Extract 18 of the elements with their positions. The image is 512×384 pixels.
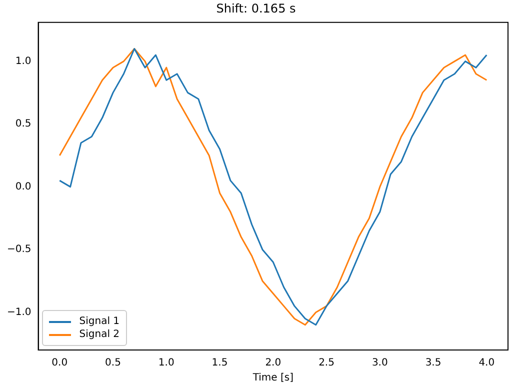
x-tick-label: 0.0 [52,358,68,369]
chart-title: Shift: 0.165 s [216,1,296,16]
y-tick-label: 0.0 [15,181,32,192]
legend-label: Signal 1 [79,316,120,327]
x-tick-label: 3.0 [372,358,388,369]
y-tick-label: 1.0 [15,56,32,67]
legend-label: Signal 2 [79,329,120,340]
y-tick-label: 0.5 [15,118,32,130]
x-tick-label: 0.5 [105,358,121,369]
x-tick-label: 2.0 [265,358,282,369]
x-tick-label: 1.5 [212,358,228,369]
x-axis-title: Time [s] [252,372,294,384]
y-tick-label: −0.5 [6,244,32,256]
x-tick-label: 3.5 [425,358,442,369]
x-tick-label: 1.0 [158,358,174,369]
y-tick-label: −1.0 [6,306,32,318]
x-tick-label: 4.0 [478,358,495,369]
x-tick-label: 2.5 [318,358,334,369]
